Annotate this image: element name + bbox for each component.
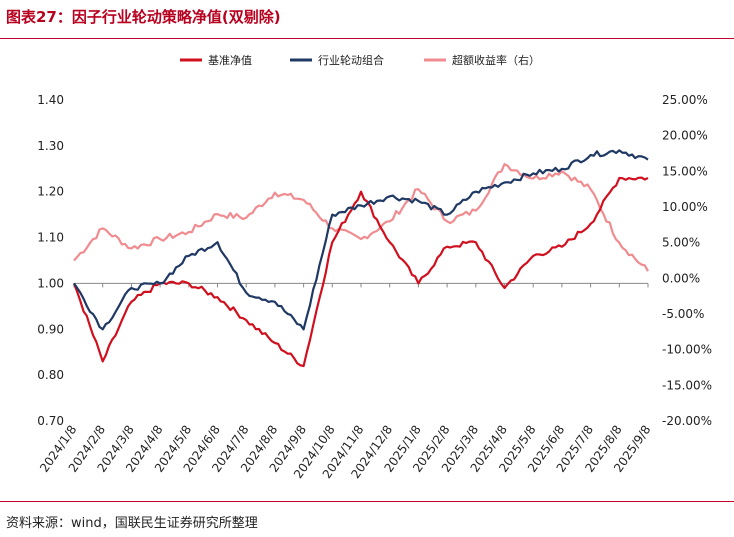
y-left-tick-label: 0.70 — [37, 414, 64, 428]
y-right-tick-label: 20.00% — [662, 129, 708, 143]
y-left-tick-label: 1.30 — [37, 139, 64, 153]
y-right-tick-label: 0.00% — [662, 271, 700, 285]
legend-label: 基准净值 — [208, 53, 252, 67]
y-left-tick-label: 1.40 — [37, 93, 64, 107]
series-line — [73, 149, 649, 331]
y-left-tick-label: 0.90 — [37, 322, 64, 336]
source-note: 资料来源：wind，国联民生证券研究所整理 — [6, 516, 258, 531]
y-right-tick-label: -20.00% — [662, 414, 712, 428]
y-right-tick-label: -10.00% — [662, 343, 712, 357]
y-left-tick-label: 0.80 — [37, 368, 64, 382]
legend: 基准净值 行业轮动组合 超额收益率（右） — [180, 53, 540, 67]
y-right-tick-label: 10.00% — [662, 200, 708, 214]
legend-label: 行业轮动组合 — [318, 53, 384, 67]
figure-title: 图表27：因子行业轮动策略净值(双剔除) — [6, 8, 281, 26]
top-rule — [0, 38, 734, 39]
legend-label: 超额收益率（右） — [452, 53, 540, 67]
bottom-rule — [0, 501, 734, 502]
y-right-tick-label: 25.00% — [662, 93, 708, 107]
y-left-tick-label: 1.10 — [37, 231, 64, 245]
y-right-tick-label: 5.00% — [662, 236, 700, 250]
line-chart: 基准净值 行业轮动组合 超额收益率（右） 0.70 0.80 0.90 1.00 1.10 1… — [37, 53, 712, 481]
y-left-tick-label: 1.20 — [37, 185, 64, 199]
y-right-tick-label: 15.00% — [662, 164, 708, 178]
series-line — [72, 176, 649, 368]
series-line — [73, 163, 649, 272]
y-right-tick-label: -15.00% — [662, 378, 712, 392]
series-lines — [72, 149, 649, 368]
y-left-tick-label: 1.00 — [37, 276, 64, 290]
y-right-tick-label: -5.00% — [662, 307, 704, 321]
